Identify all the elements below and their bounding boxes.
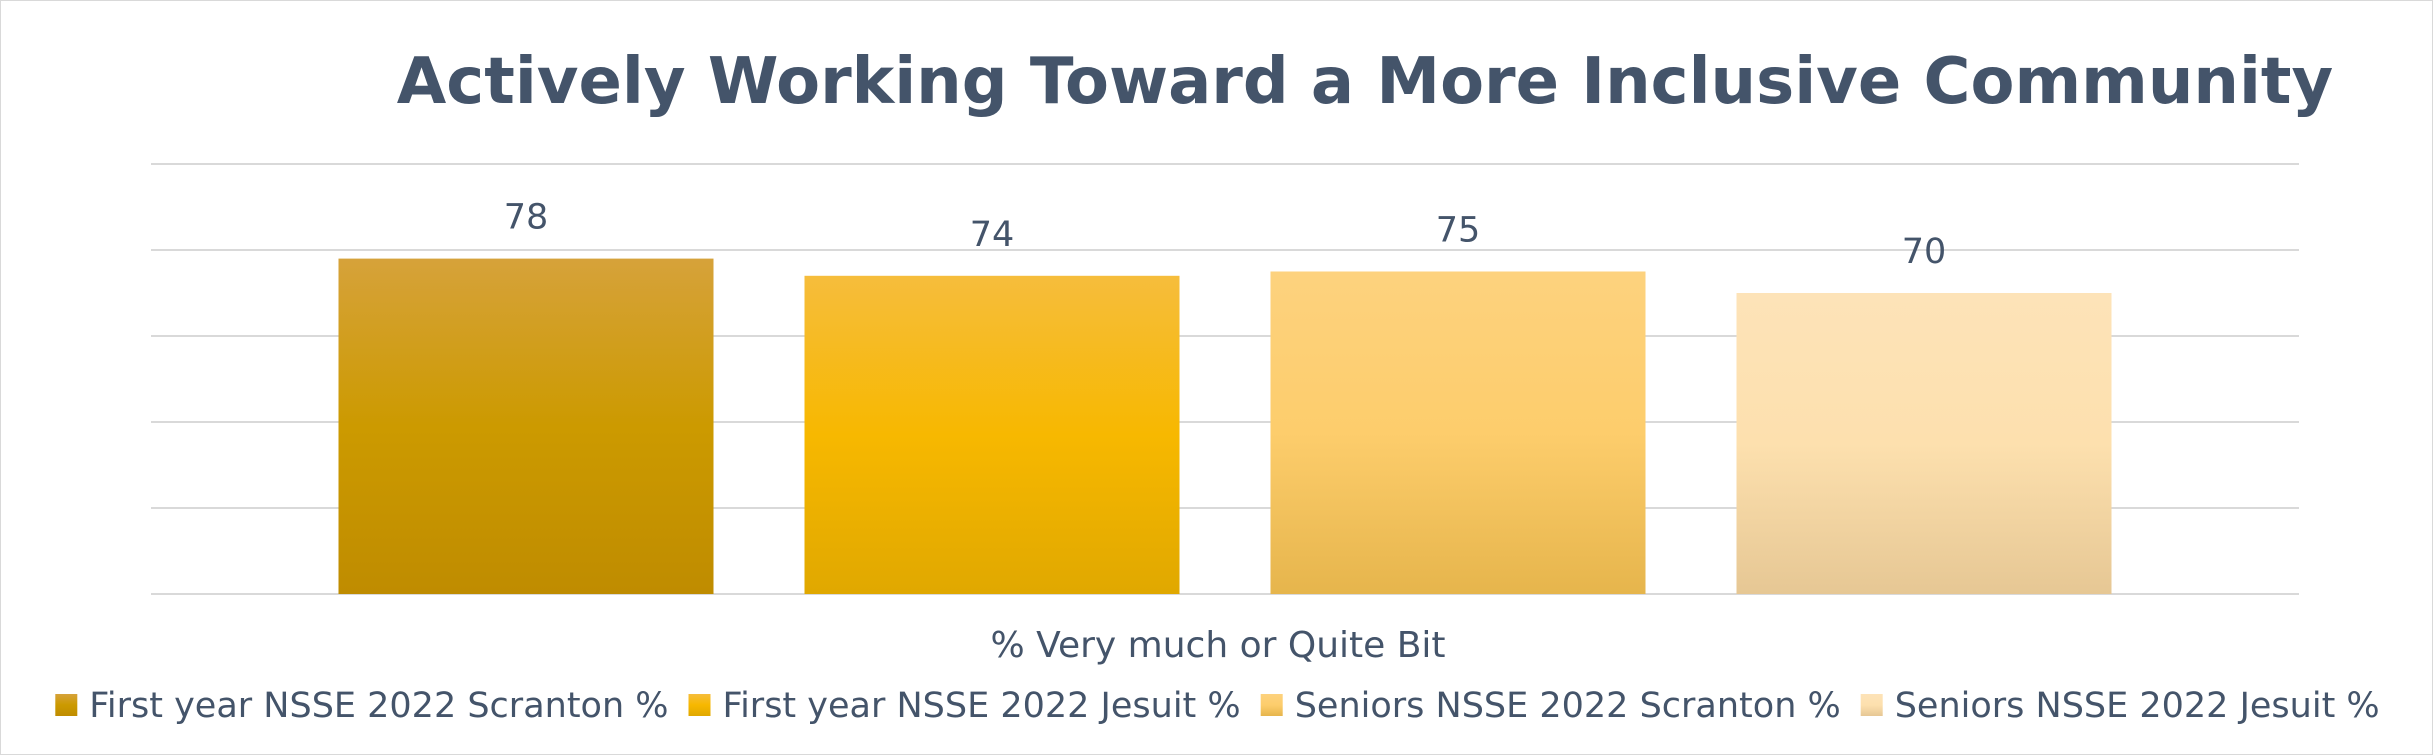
legend-key xyxy=(1860,694,1883,716)
legend-item: First year NSSE 2022 Jesuit % xyxy=(688,686,1241,726)
chart-title: Actively Working Toward a More Inclusive… xyxy=(397,45,2333,119)
bar xyxy=(1736,293,2112,594)
legend-label: Seniors NSSE 2022 Jesuit % xyxy=(1895,686,2380,726)
data-labels: 78 74 75 70 xyxy=(504,198,1947,272)
legend: First year NSSE 2022 Scranton % First yea… xyxy=(55,686,2380,726)
legend-key xyxy=(55,694,78,716)
x-axis-label: % Very much or Quite Bit xyxy=(990,625,1445,666)
legend-key xyxy=(688,694,711,716)
bar xyxy=(338,258,714,594)
legend-key xyxy=(1260,694,1283,716)
legend-label: First year NSSE 2022 Jesuit % xyxy=(723,686,1241,726)
bar xyxy=(804,275,1180,594)
bar xyxy=(1270,271,1646,594)
legend-item: First year NSSE 2022 Scranton % xyxy=(55,686,669,726)
legend-label: First year NSSE 2022 Scranton % xyxy=(89,686,668,726)
data-label: 78 xyxy=(504,198,549,238)
legend-item: Seniors NSSE 2022 Scranton % xyxy=(1260,686,1841,726)
bar-series xyxy=(338,258,2112,594)
data-label: 74 xyxy=(970,215,1015,255)
legend-label: Seniors NSSE 2022 Scranton % xyxy=(1295,686,1841,726)
data-label: 75 xyxy=(1436,211,1481,251)
legend-item: Seniors NSSE 2022 Jesuit % xyxy=(1860,686,2380,726)
data-label: 70 xyxy=(1902,232,1947,272)
